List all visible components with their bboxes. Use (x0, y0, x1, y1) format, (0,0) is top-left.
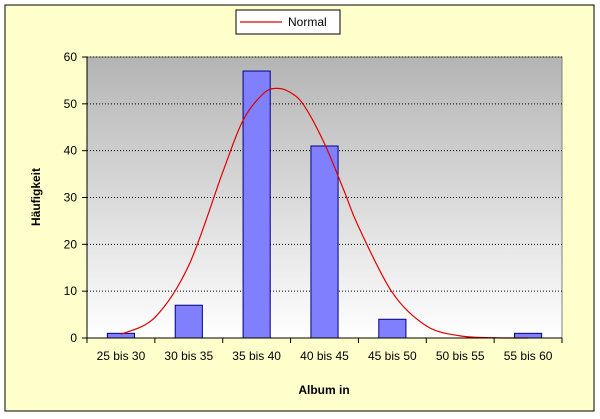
bar (243, 71, 270, 338)
x-tick-label: 45 bis 50 (368, 349, 417, 363)
bar (515, 333, 542, 338)
x-tick-label: 40 bis 45 (300, 349, 349, 363)
y-tick-label: 30 (64, 191, 78, 205)
x-tick-label: 50 bis 55 (436, 349, 485, 363)
bar (379, 319, 406, 338)
bar (175, 305, 202, 338)
y-axis-title: Häufigkeit (29, 168, 43, 226)
y-tick-label: 20 (64, 237, 78, 251)
y-tick-label: 10 (64, 284, 78, 298)
y-tick-label: 60 (64, 50, 78, 64)
x-tick-label: 55 bis 60 (504, 349, 553, 363)
y-tick-label: 50 (64, 97, 78, 111)
x-tick-label: 25 bis 30 (97, 349, 146, 363)
y-tick-label: 0 (70, 331, 77, 345)
x-axis-title: Album in (298, 383, 349, 397)
y-tick-label: 40 (64, 144, 78, 158)
x-tick-label: 30 bis 35 (164, 349, 213, 363)
x-tick-label: 35 bis 40 (232, 349, 281, 363)
legend: Normal (236, 10, 340, 34)
bar (311, 146, 338, 338)
legend-label-normal: Normal (288, 15, 327, 29)
